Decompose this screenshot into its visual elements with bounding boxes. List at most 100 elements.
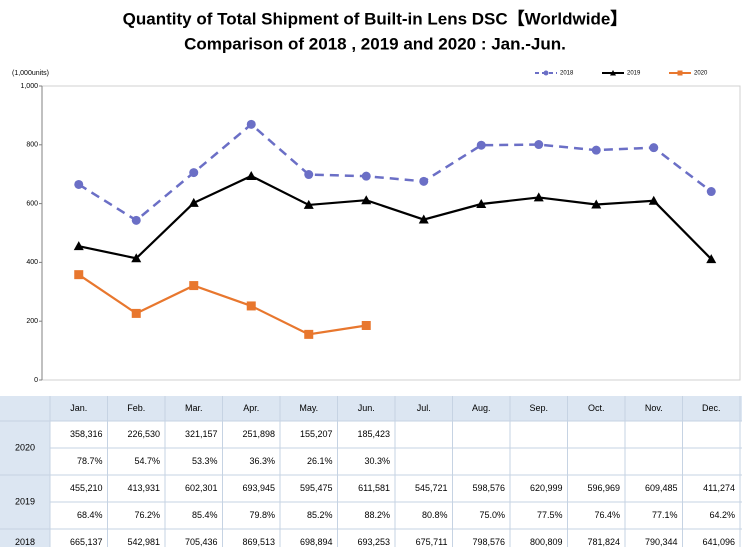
table-value: 598,576 xyxy=(472,483,505,493)
y-tick-label: 0 xyxy=(34,377,38,384)
marker xyxy=(74,179,84,189)
series-line xyxy=(78,273,367,336)
table-value: 155,207 xyxy=(300,429,333,439)
table-value: 798,576 xyxy=(472,537,505,547)
table-ratio: 75.0% xyxy=(479,510,505,520)
table-ratio: 85.4% xyxy=(192,510,218,520)
table-value: 790,344 xyxy=(645,537,678,547)
marker xyxy=(534,140,544,150)
plot-frame xyxy=(41,85,741,381)
table-row-label: 2020 xyxy=(15,442,35,452)
table-header-cell: Apr. xyxy=(243,403,259,413)
marker xyxy=(246,170,257,180)
table-value: 185,423 xyxy=(357,429,390,439)
table-ratio: 36.3% xyxy=(249,456,275,466)
table-header-cell: Jan. xyxy=(70,403,87,413)
table-value: 602,301 xyxy=(185,483,218,493)
table-header-cell: Sep. xyxy=(529,403,548,413)
table-value: 413,931 xyxy=(127,483,160,493)
legend-marker xyxy=(610,70,616,76)
marker xyxy=(706,187,716,197)
legend-marker xyxy=(677,70,683,76)
table-header-cell: May. xyxy=(299,403,318,413)
marker xyxy=(74,270,84,280)
marker xyxy=(304,329,314,339)
table-value: 411,274 xyxy=(703,483,735,493)
table-ratio: 77.5% xyxy=(537,510,563,520)
table-value: 705,436 xyxy=(185,537,218,547)
series-line xyxy=(78,122,713,222)
marker xyxy=(246,301,256,311)
marker xyxy=(189,281,199,291)
marker xyxy=(189,168,199,178)
table-value: 542,981 xyxy=(127,537,160,547)
table-value: 545,721 xyxy=(415,483,448,493)
table-ratio: 79.8% xyxy=(249,510,275,520)
table-value: 596,969 xyxy=(587,483,620,493)
table-value: 869,513 xyxy=(242,537,275,547)
y-tick-label: 800 xyxy=(26,142,38,149)
marker xyxy=(131,215,141,225)
y-tick-label: 600 xyxy=(26,200,38,207)
table-value: 321,157 xyxy=(185,429,218,439)
table-row-label: 2018 xyxy=(15,537,35,547)
marker xyxy=(361,171,371,181)
marker xyxy=(533,192,544,202)
table-header-cell: Feb. xyxy=(127,403,145,413)
table-ratio: 26.1% xyxy=(307,456,333,466)
marker xyxy=(476,199,487,209)
table-header-cell: Oct. xyxy=(588,403,605,413)
table-ratio: 64.2% xyxy=(709,510,735,520)
table-value: 641,096 xyxy=(702,537,735,547)
table-value: 665,137 xyxy=(70,537,103,547)
legend-label: 2018 xyxy=(560,71,574,77)
marker xyxy=(648,195,659,205)
table-header-cell: Jul. xyxy=(417,403,431,413)
table-value: 611,581 xyxy=(358,483,390,493)
marker xyxy=(131,308,141,318)
table-rowhead-bg xyxy=(0,396,50,547)
table-ratio: 76.2% xyxy=(134,510,160,520)
table-ratio: 54.7% xyxy=(134,456,160,466)
table-value: 609,485 xyxy=(645,483,678,493)
table-ratio: 30.3% xyxy=(364,456,390,466)
table-row-label: 2019 xyxy=(15,496,35,506)
table-ratio: 53.3% xyxy=(192,456,218,466)
table-value: 595,475 xyxy=(300,483,333,493)
table-header-cell: Dec. xyxy=(702,403,721,413)
marker xyxy=(73,241,84,251)
marker xyxy=(476,140,486,150)
marker xyxy=(361,320,371,330)
marker xyxy=(303,199,314,209)
legend-label: 2020 xyxy=(694,71,708,77)
legend-label: 2019 xyxy=(627,71,641,77)
table-value: 781,824 xyxy=(587,537,620,547)
marker xyxy=(591,199,602,209)
table-header-bg xyxy=(0,396,742,421)
table-ratio: 80.8% xyxy=(422,510,448,520)
table-header-cell: Nov. xyxy=(645,403,663,413)
chart-subtitle: Comparison of 2018 , 2019 and 2020 : Jan… xyxy=(184,34,566,53)
legend-marker xyxy=(543,70,549,76)
table-ratio: 77.1% xyxy=(652,510,678,520)
table-value: 800,809 xyxy=(530,537,563,547)
table-ratio: 76.4% xyxy=(594,510,620,520)
table-header-cell: Mar. xyxy=(185,403,203,413)
y-tick-label: 1,000 xyxy=(20,83,38,90)
marker xyxy=(304,170,314,180)
table-ratio: 85.2% xyxy=(307,510,333,520)
table-value: 226,530 xyxy=(127,429,160,439)
marker xyxy=(361,195,372,205)
table-value: 620,999 xyxy=(530,483,563,493)
table-value: 675,711 xyxy=(416,537,448,547)
table-ratio: 78.7% xyxy=(77,456,103,466)
table-header-cell: Aug. xyxy=(472,403,491,413)
table-value: 698,894 xyxy=(300,537,333,547)
table-ratio: 68.4% xyxy=(77,510,103,520)
table-value: 693,945 xyxy=(242,483,275,493)
marker xyxy=(419,176,429,186)
chart-title: Quantity of Total Shipment of Built-in L… xyxy=(123,8,628,28)
marker xyxy=(418,214,429,224)
marker xyxy=(706,254,717,264)
marker xyxy=(246,119,256,129)
